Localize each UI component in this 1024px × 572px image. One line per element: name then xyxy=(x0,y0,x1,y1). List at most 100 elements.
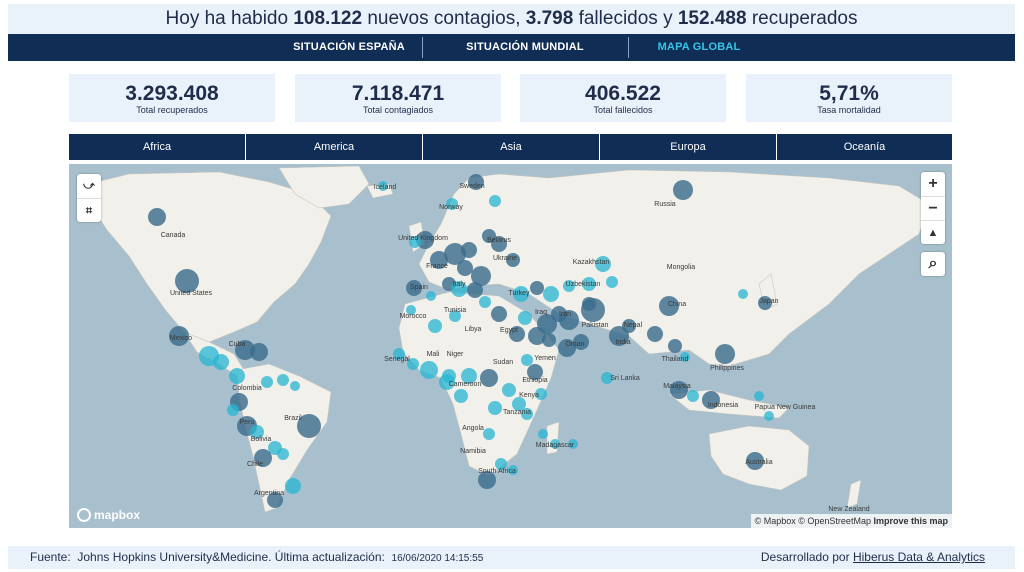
map-bubble[interactable] xyxy=(491,236,507,252)
map-bubble[interactable] xyxy=(518,311,532,325)
map-bubble[interactable] xyxy=(250,425,264,439)
map-bubble[interactable] xyxy=(229,368,245,384)
map-bubble[interactable] xyxy=(407,358,419,370)
map-bubble[interactable] xyxy=(488,401,502,415)
map-bubble[interactable] xyxy=(430,251,448,269)
map-bubble[interactable] xyxy=(606,276,618,288)
map-bubble[interactable] xyxy=(454,389,468,403)
map-bubble[interactable] xyxy=(527,364,543,380)
tab-america[interactable]: America xyxy=(313,141,355,153)
map-bubble[interactable] xyxy=(148,208,166,226)
map-bubble[interactable] xyxy=(512,397,526,411)
map-bubble[interactable] xyxy=(528,327,546,345)
map-bubble[interactable] xyxy=(250,343,268,361)
mapbox-logo[interactable]: mapbox xyxy=(77,508,140,522)
attribution-improve[interactable]: Improve this map xyxy=(873,516,948,526)
map-bubble[interactable] xyxy=(758,296,772,310)
map-bubble[interactable] xyxy=(378,181,388,191)
map-bubble[interactable] xyxy=(483,428,495,440)
map-bubble[interactable] xyxy=(277,448,289,460)
map-bubble[interactable] xyxy=(480,369,498,387)
map-bubble[interactable] xyxy=(509,326,525,342)
map-bubble[interactable] xyxy=(754,391,764,401)
map-bubble[interactable] xyxy=(521,354,533,366)
map-bubble[interactable] xyxy=(461,368,477,384)
map-bubble[interactable] xyxy=(715,344,735,364)
map-bubble[interactable] xyxy=(451,281,467,297)
map-bubble[interactable] xyxy=(573,334,589,350)
map-bubble[interactable] xyxy=(227,404,239,416)
nav-mapa-global[interactable]: MAPA GLOBAL xyxy=(657,41,741,53)
map-bubble[interactable] xyxy=(261,376,273,388)
map-bubble[interactable] xyxy=(297,414,321,438)
search-icon[interactable]: ⌕ xyxy=(928,255,938,272)
world-map[interactable]: Iceland Sweden Norway Canada United Kingdom B… xyxy=(69,164,952,528)
map-bubble[interactable] xyxy=(439,374,455,390)
map-bubble[interactable] xyxy=(568,439,578,449)
map-bubble[interactable] xyxy=(428,319,442,333)
map-bubble[interactable] xyxy=(175,269,199,293)
map-bubble[interactable] xyxy=(468,174,484,190)
select-box-icon[interactable]: ⌗ xyxy=(77,198,101,222)
map-bubble[interactable] xyxy=(535,388,547,400)
zoom-in-button[interactable]: + xyxy=(928,175,938,192)
compass-icon[interactable]: ▲ xyxy=(921,220,945,244)
map-bubble[interactable] xyxy=(521,408,533,420)
map-bubble[interactable] xyxy=(409,236,421,248)
map-bubble[interactable] xyxy=(444,243,466,265)
map-bubble[interactable] xyxy=(406,280,422,296)
map-bubble[interactable] xyxy=(543,286,559,302)
map-bubble[interactable] xyxy=(420,361,438,379)
map-bubble[interactable] xyxy=(558,339,576,357)
map-bubble[interactable] xyxy=(595,256,611,272)
map-bubble[interactable] xyxy=(495,458,507,470)
map-bubble[interactable] xyxy=(513,286,529,302)
map-bubble[interactable] xyxy=(502,383,516,397)
map-bubble[interactable] xyxy=(647,326,663,342)
map-bubble[interactable] xyxy=(213,354,229,370)
tab-oceania[interactable]: Oceanía xyxy=(843,141,886,153)
map-bubble[interactable] xyxy=(609,326,629,346)
map-bubble[interactable] xyxy=(449,310,461,322)
map-bubble[interactable] xyxy=(290,381,300,391)
map-bubble[interactable] xyxy=(581,298,605,322)
tab-africa[interactable]: Africa xyxy=(142,141,172,153)
map-bubble[interactable] xyxy=(687,390,699,402)
map-bubble[interactable] xyxy=(702,391,720,409)
map-bubble[interactable] xyxy=(491,306,507,322)
map-bubble[interactable] xyxy=(285,478,301,494)
nav-situacion-espana[interactable]: SITUACIÓN ESPAÑA xyxy=(293,41,405,53)
map-bubble[interactable] xyxy=(393,348,405,360)
map-bubble[interactable] xyxy=(457,260,473,276)
map-bubble[interactable] xyxy=(530,281,544,295)
tab-europa[interactable]: Europa xyxy=(670,141,706,153)
map-bubble[interactable] xyxy=(550,439,560,449)
footer-dev-link[interactable]: Hiberus Data & Analytics xyxy=(852,550,985,564)
map-bubble[interactable] xyxy=(659,296,679,316)
map-bubble[interactable] xyxy=(478,471,496,489)
map-bubble[interactable] xyxy=(426,291,436,301)
lasso-icon[interactable]: ⤻ xyxy=(83,180,95,192)
map-bubble[interactable] xyxy=(277,374,289,386)
map-bubble[interactable] xyxy=(559,310,579,330)
map-bubble[interactable] xyxy=(670,381,688,399)
map-bubble[interactable] xyxy=(538,429,548,439)
map-bubble[interactable] xyxy=(506,253,520,267)
map-canvas[interactable]: Iceland Sweden Norway Canada United Kingdom B… xyxy=(69,164,952,528)
map-bubble[interactable] xyxy=(235,340,255,360)
map-bubble[interactable] xyxy=(267,492,283,508)
attribution-mapbox[interactable]: © Mapbox xyxy=(754,516,796,526)
map-bubble[interactable] xyxy=(467,282,483,298)
map-bubble[interactable] xyxy=(479,296,491,308)
map-bubble[interactable] xyxy=(601,372,613,384)
map-bubble[interactable] xyxy=(563,280,575,292)
map-bubble[interactable] xyxy=(508,465,518,475)
map-bubble[interactable] xyxy=(746,452,764,470)
map-bubble[interactable] xyxy=(738,289,748,299)
map-bubble[interactable] xyxy=(169,326,189,346)
nav-situacion-mundial[interactable]: SITUACIÓN MUNDIAL xyxy=(466,41,584,53)
tab-asia[interactable]: Asia xyxy=(500,141,522,153)
map-bubble[interactable] xyxy=(582,277,596,291)
zoom-out-button[interactable]: − xyxy=(921,196,945,220)
map-bubble[interactable] xyxy=(254,449,272,467)
